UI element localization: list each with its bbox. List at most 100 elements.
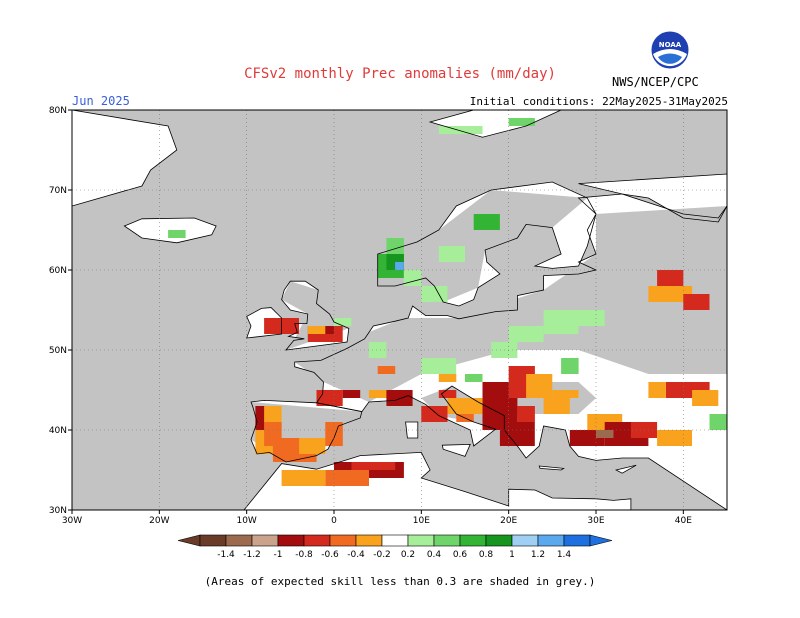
- map-frame: [71, 109, 728, 511]
- anomaly-cell: [508, 326, 544, 342]
- anomaly-cell: [543, 310, 579, 334]
- anomaly-cell: [377, 366, 396, 374]
- coastline: [441, 443, 471, 457]
- coastline: [538, 465, 565, 471]
- colorbar-label: -1: [274, 550, 283, 560]
- colorbar-label: 1: [509, 550, 515, 560]
- coastline: [614, 464, 637, 474]
- colorbar-label: 1.4: [557, 550, 572, 560]
- skill-footnote: (Areas of expected skill less than 0.3 a…: [204, 575, 596, 588]
- map-content: [72, 110, 727, 510]
- logo-text: NOAA: [659, 41, 682, 49]
- anomaly-cell: [648, 382, 666, 398]
- colorbar-label: -1.4: [217, 550, 235, 560]
- anomaly-cell: [307, 326, 326, 334]
- anomaly-cell: [552, 390, 579, 398]
- anomaly-cell: [421, 406, 448, 422]
- anomaly-cell: [351, 462, 396, 470]
- anomaly-cell: [438, 126, 483, 134]
- anomaly-cell: [648, 286, 693, 302]
- lat-tick-label: 50N: [49, 346, 67, 356]
- colorbar-swatch: [433, 534, 461, 547]
- lon-tick-label: 0: [331, 516, 337, 526]
- anomaly-cell: [281, 470, 326, 486]
- colorbar-label: -0.4: [347, 550, 365, 560]
- anomaly-cell: [395, 262, 404, 270]
- coastline: [281, 280, 350, 351]
- colorbar-label: 0.2: [401, 550, 415, 560]
- forecast-month: Jun 2025: [72, 94, 130, 108]
- coastline: [578, 173, 727, 223]
- anomaly-cell: [325, 470, 369, 486]
- map-title: CFSv2 monthly Prec anomalies (mm/day): [244, 66, 556, 82]
- anomaly-cell: [709, 414, 727, 430]
- colorbar-swatch: [251, 534, 279, 547]
- lon-tick-label: 20W: [149, 516, 169, 526]
- anomaly-cell: [438, 374, 457, 382]
- colorbar-swatch: [329, 534, 357, 547]
- colorbar-swatch: [355, 534, 383, 547]
- lon-tick-label: 20E: [500, 516, 517, 526]
- colorbar-label: 0.6: [453, 550, 468, 560]
- colorbar-swatch: [199, 534, 227, 547]
- colorbar-label: -0.2: [373, 550, 391, 560]
- land-polygon: [442, 444, 471, 457]
- anomaly-cell: [465, 374, 483, 382]
- anomaly-cell: [368, 342, 387, 358]
- colorbar-max-arrow: [589, 534, 613, 547]
- colorbar-label: -1.2: [243, 550, 261, 560]
- anomaly-cell: [517, 406, 535, 422]
- lon-tick-label: 10W: [236, 516, 256, 526]
- anomaly-cell: [447, 398, 483, 414]
- coastline: [294, 193, 727, 510]
- lon-tick-label: 30W: [62, 516, 82, 526]
- land-polygon: [72, 110, 177, 206]
- anomaly-cell: [421, 358, 457, 374]
- colorbar-swatch: [459, 534, 487, 547]
- noaa-logo-icon: NOAA: [650, 30, 690, 70]
- anomaly-cell: [386, 390, 413, 406]
- initial-conditions: Initial conditions: 22May2025-31May2025: [469, 95, 728, 108]
- lon-tick-label: 40E: [675, 516, 692, 526]
- anomaly-cell: [657, 430, 692, 446]
- coastline: [377, 181, 597, 307]
- anomaly-cell: [334, 318, 352, 326]
- anomaly-cell: [526, 374, 553, 398]
- lat-tick-label: 80N: [49, 106, 67, 116]
- lat-tick-label: 30N: [49, 506, 67, 516]
- agency-label: NWS/NCEP/CPC: [612, 75, 699, 89]
- lat-tick-label: 40N: [49, 426, 67, 436]
- colorbar-swatch: [537, 534, 565, 547]
- colorbar-swatch: [303, 534, 331, 547]
- coastline: [405, 421, 419, 439]
- anomaly-cell: [438, 390, 457, 398]
- anomaly-cell: [438, 246, 465, 262]
- anomaly-cell: [473, 214, 500, 230]
- colorbar-swatch: [407, 534, 435, 547]
- coastline: [72, 110, 178, 207]
- lon-tick-label: 10E: [413, 516, 430, 526]
- colorbar-min-arrow: [177, 534, 201, 547]
- anomaly-cell: [168, 230, 186, 238]
- colorbar-swatch: [277, 534, 305, 547]
- anomaly-cell: [499, 422, 535, 446]
- colorbar-label: 0.8: [479, 550, 494, 560]
- anomaly-cell: [683, 294, 710, 310]
- land-polygon: [405, 422, 418, 438]
- colorbar-swatch: [511, 534, 539, 547]
- coastlines: [72, 110, 727, 510]
- colorbar-label: -0.6: [321, 550, 339, 560]
- anomaly-cell: [421, 286, 448, 302]
- colorbar-label: -0.8: [295, 550, 313, 560]
- anomaly-cell: [543, 398, 570, 414]
- colorbar-swatch: [381, 534, 409, 547]
- colorbar-swatch: [563, 534, 591, 547]
- lon-tick-label: 30E: [587, 516, 604, 526]
- anomaly-cell: [299, 438, 326, 454]
- anomaly-cell: [316, 390, 343, 406]
- skill-mask-area: [377, 190, 588, 302]
- colorbar-label: 0.4: [427, 550, 442, 560]
- anomaly-cell: [508, 118, 535, 126]
